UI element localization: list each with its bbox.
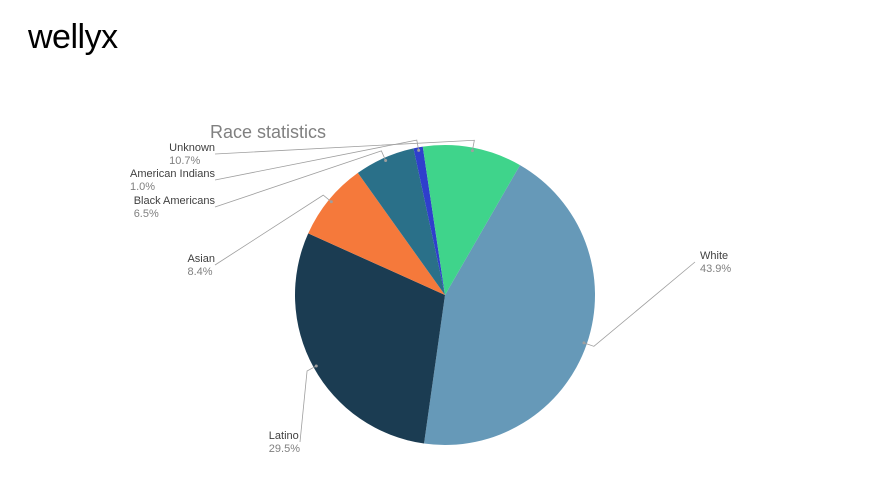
slice-label-name: American Indians [130, 168, 215, 181]
leader-dot [471, 149, 474, 152]
leader-dot [384, 159, 387, 162]
leader-dot [417, 149, 420, 152]
leader-dot [582, 341, 585, 344]
slice-label-name: Latino [269, 430, 300, 443]
slice-label-pct: 43.9% [700, 263, 731, 276]
slice-label-latino: Latino29.5% [269, 430, 300, 456]
race-statistics-chart: Race statistics White43.9%Latino29.5%Asi… [0, 0, 891, 501]
slice-label-pct: 10.7% [169, 155, 215, 168]
slice-label-pct: 1.0% [130, 181, 215, 194]
leader-dot [330, 200, 333, 203]
slice-label-name: White [700, 250, 731, 263]
slice-label-white: White43.9% [700, 250, 731, 276]
pie-svg [0, 0, 891, 501]
leader-dot [315, 364, 318, 367]
slice-label-name: Asian [187, 253, 215, 266]
slice-label-american-indians: American Indians1.0% [130, 168, 215, 194]
leader-line [584, 262, 695, 346]
slice-label-pct: 8.4% [187, 266, 215, 279]
slice-label-name: Black Americans [134, 195, 215, 208]
slice-label-pct: 29.5% [269, 443, 300, 456]
slice-label-asian: Asian8.4% [187, 253, 215, 279]
leader-line [300, 366, 316, 442]
slice-label-pct: 6.5% [134, 208, 215, 221]
slice-label-black-americans: Black Americans6.5% [134, 195, 215, 221]
slice-label-unknown: Unknown10.7% [169, 142, 215, 168]
slice-label-name: Unknown [169, 142, 215, 155]
